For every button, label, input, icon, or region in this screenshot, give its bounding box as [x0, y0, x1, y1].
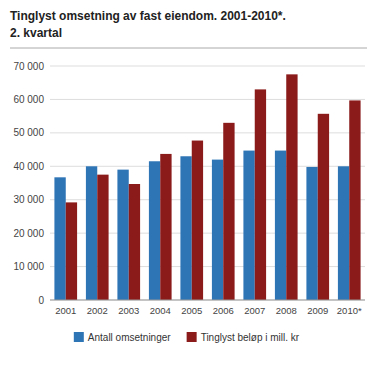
bar [286, 74, 297, 300]
bar [318, 114, 329, 300]
y-tick-label: 0 [38, 295, 44, 306]
bar [349, 100, 360, 300]
bar [212, 160, 223, 300]
bar [306, 167, 317, 300]
bar [129, 184, 140, 300]
bar [275, 151, 286, 300]
legend-item: Antall omsetninger [74, 332, 171, 343]
grid-line [50, 300, 365, 301]
x-tick-label: 2008 [276, 305, 297, 316]
legend-item: Tinglyst beløp i mill. kr [187, 332, 300, 343]
bar [338, 166, 349, 300]
legend-label: Tinglyst beløp i mill. kr [201, 332, 300, 343]
bar [86, 166, 97, 300]
x-tick-label: 2005 [181, 305, 202, 316]
grid-line [50, 66, 365, 67]
x-tick-label: 2006 [213, 305, 234, 316]
x-tick-label: 2007 [244, 305, 265, 316]
subtitle: 2. kvartal [10, 26, 62, 40]
x-tick-label: 2009 [307, 305, 328, 316]
title: Tinglyst omsetning av fast eiendom. 2001… [10, 9, 286, 23]
legend-swatch [187, 332, 197, 342]
y-tick-label: 70 000 [13, 61, 44, 72]
y-tick-label: 30 000 [13, 194, 44, 205]
y-tick-label: 20 000 [13, 228, 44, 239]
bar [255, 89, 266, 300]
x-axis-line [50, 300, 365, 301]
x-tick-label: 2003 [118, 305, 139, 316]
y-tick-label: 60 000 [13, 94, 44, 105]
bar [192, 141, 203, 300]
bar [160, 154, 171, 300]
bar [243, 151, 254, 300]
bar [54, 177, 65, 300]
bar [117, 170, 128, 300]
bar [149, 161, 160, 300]
x-tick-label: 2010* [337, 305, 362, 316]
bar [66, 202, 77, 300]
title-separator [10, 48, 367, 49]
legend: Antall omsetninger Tinglyst beløp i mill.… [74, 332, 300, 343]
y-tick-label: 50 000 [13, 127, 44, 138]
x-tick-label: 2004 [150, 305, 171, 316]
chart: Tinglyst omsetning av fast eiendom. 2001… [0, 0, 373, 370]
y-tick-label: 10 000 [13, 261, 44, 272]
x-tick-label: 2001 [55, 305, 76, 316]
bar [97, 175, 108, 300]
bar [223, 123, 234, 300]
legend-label: Antall omsetninger [88, 332, 171, 343]
grid-line [50, 99, 365, 100]
y-tick-label: 40 000 [13, 161, 44, 172]
x-tick-label: 2002 [87, 305, 108, 316]
legend-swatch [74, 332, 84, 342]
grid [50, 66, 365, 300]
bar [180, 156, 191, 300]
